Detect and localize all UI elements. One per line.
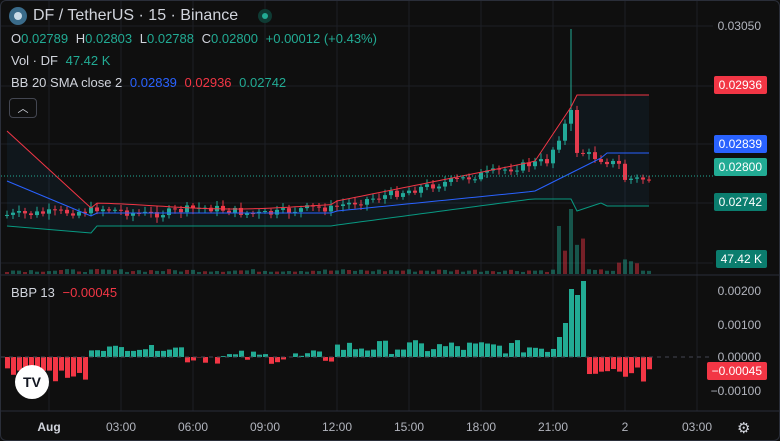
bb-basis-value: 0.02839 bbox=[129, 75, 177, 90]
price-axis-tick: 0.03050 bbox=[717, 19, 761, 33]
high-label: H bbox=[75, 31, 86, 46]
time-axis-label: 15:00 bbox=[393, 420, 425, 434]
time-axis-label: 03:00 bbox=[105, 420, 137, 434]
price-tag: 0.02742 bbox=[713, 193, 767, 211]
volume-legend-label: Vol · DF bbox=[11, 53, 58, 68]
settings-gear-icon[interactable]: ⚙ bbox=[737, 420, 751, 437]
time-axis-label: 18:00 bbox=[465, 420, 497, 434]
market-open-status-icon bbox=[258, 9, 273, 23]
time-axis-label: 2 bbox=[621, 420, 629, 434]
collapse-legend-button[interactable]: ︿ bbox=[9, 98, 37, 118]
bb-lower-value: 0.02742 bbox=[239, 75, 287, 90]
low-label: L bbox=[139, 31, 147, 46]
ohlc-legend: O0.02789 H0.02803 L0.02788 C0.02800 +0.0… bbox=[11, 31, 377, 46]
high-value: 0.02803 bbox=[85, 31, 133, 46]
price-tag: 0.02936 bbox=[713, 76, 767, 94]
bbp-legend[interactable]: BBP 13 −0.00045 bbox=[11, 285, 117, 300]
open-label: O bbox=[11, 31, 22, 46]
bbp-legend-value: −0.00045 bbox=[62, 285, 118, 300]
bbp-axis-tick: −0.00100 bbox=[710, 384, 761, 398]
bbp-value-tag: −0.00045 bbox=[706, 362, 767, 380]
time-axis-label: 21:00 bbox=[537, 420, 569, 434]
df-coin-logo-icon bbox=[9, 7, 27, 25]
change-value: +0.00012 (+0.43%) bbox=[265, 31, 377, 46]
chevron-up-icon: ︿ bbox=[17, 103, 29, 115]
price-tag: 0.02800 bbox=[713, 158, 767, 176]
price-tag: 47.42 K bbox=[715, 250, 767, 268]
bb-legend[interactable]: BB 20 SMA close 2 0.02839 0.02936 0.0274… bbox=[11, 75, 286, 90]
bbp-axis-tick: 0.00100 bbox=[717, 318, 761, 332]
price-tag: 0.02839 bbox=[713, 135, 767, 153]
bb-upper-value: 0.02936 bbox=[184, 75, 232, 90]
time-axis-label: 06:00 bbox=[177, 420, 209, 434]
open-value: 0.02789 bbox=[21, 31, 69, 46]
low-value: 0.02788 bbox=[147, 31, 194, 46]
close-label: C bbox=[201, 31, 212, 46]
time-axis-label: 09:00 bbox=[249, 420, 281, 434]
time-axis-label: 12:00 bbox=[321, 420, 353, 434]
volume-legend[interactable]: Vol · DF 47.42 K bbox=[11, 53, 110, 68]
symbol-header: DF / TetherUS · 15 · Binance bbox=[9, 7, 273, 25]
tradingview-logo-icon[interactable]: TV bbox=[15, 365, 49, 399]
bbp-axis-tick: 0.00200 bbox=[717, 284, 761, 298]
volume-legend-value: 47.42 K bbox=[65, 53, 111, 68]
bb-legend-label: BB 20 SMA close 2 bbox=[11, 75, 123, 90]
bbp-axis-tick: 0.00000 bbox=[717, 350, 761, 364]
time-axis-label: Aug bbox=[37, 420, 61, 434]
close-value: 0.02800 bbox=[211, 31, 259, 46]
bbp-legend-label: BBP 13 bbox=[11, 285, 55, 300]
symbol-title[interactable]: DF / TetherUS · 15 · Binance bbox=[33, 7, 239, 24]
time-axis-label: 03:00 bbox=[681, 420, 713, 434]
